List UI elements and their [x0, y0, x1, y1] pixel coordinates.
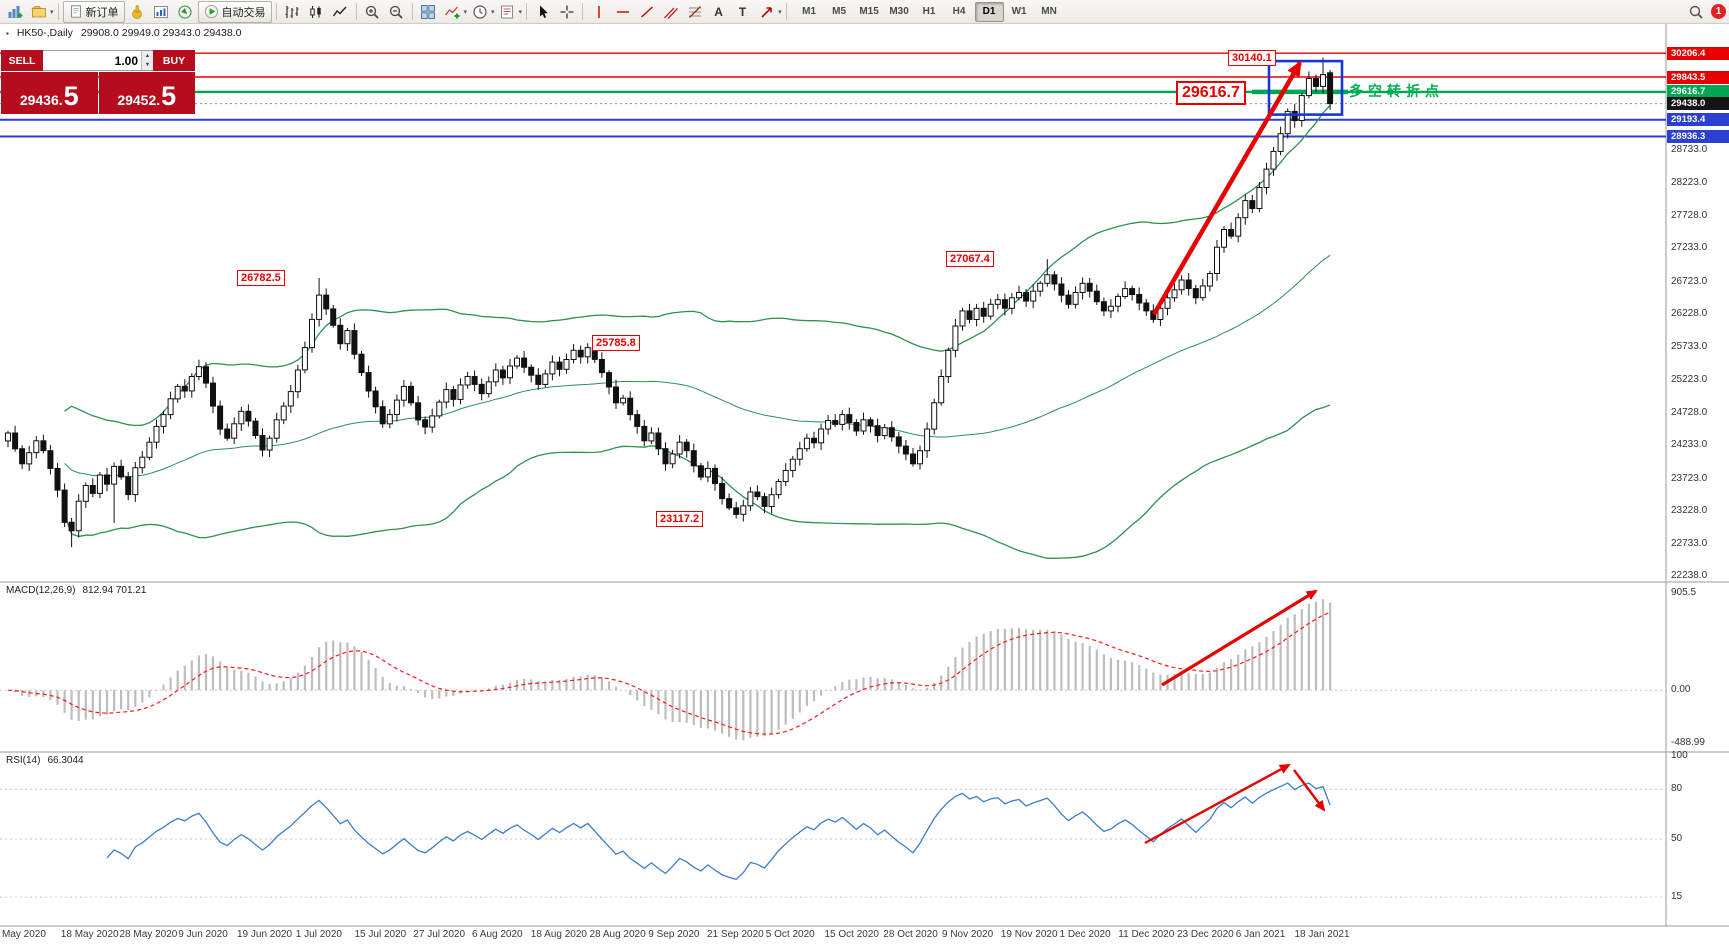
symbol-period: HK50-,Daily: [16, 27, 73, 39]
auto-trading-button[interactable]: 自动交易: [197, 0, 272, 23]
channel-icon[interactable]: [659, 1, 682, 23]
new-chart-icon[interactable]: [3, 1, 26, 23]
fibonacci-icon[interactable]: [683, 1, 706, 23]
price-tag-27067.4[interactable]: 27067.4: [946, 251, 994, 268]
toolbar-separator: [57, 3, 59, 20]
horizontal-line-icon[interactable]: [611, 1, 634, 23]
crosshair-icon[interactable]: [555, 1, 578, 23]
tile-windows-icon[interactable]: [417, 1, 440, 23]
buy-button[interactable]: BUY: [153, 50, 195, 71]
new-order-label: 新订单: [85, 6, 119, 19]
toolbar-separator: [411, 3, 413, 20]
bar-chart-icon[interactable]: [281, 1, 304, 23]
chart-ohlc-header: ▪ HK50-,Daily 29908.0 29949.0 29343.0 29…: [6, 27, 241, 39]
tf-button-m1[interactable]: M1: [802, 6, 817, 17]
auto-trading-play-icon: [204, 4, 218, 19]
market-watch-icon[interactable]: [150, 1, 173, 23]
profiles-caret-icon[interactable]: ▾: [50, 8, 54, 16]
periods-icon[interactable]: [468, 1, 491, 23]
rsi-value: 66.3044: [47, 755, 84, 766]
text-tool-glyph: A: [714, 4, 723, 19]
price-tag-23117.2[interactable]: 23117.2: [656, 510, 704, 527]
buy-price-big: 5: [161, 81, 177, 111]
text-label-tool-icon[interactable]: T: [731, 1, 754, 23]
one-click-trade-panel: SELL ▲ ▼ BUY 29436. 5 29452. 5: [1, 50, 195, 114]
tf-button-m5[interactable]: M5: [832, 6, 847, 17]
macd-indicator-label: MACD(12,26,9) 812.94 701.21: [6, 585, 146, 596]
arrow-tools-icon[interactable]: [755, 1, 778, 23]
toolbar-right-group: 1: [1684, 1, 1726, 23]
toolbar-separator: [582, 3, 584, 20]
templates-icon[interactable]: [496, 1, 519, 23]
sell-price-base: 29436.: [19, 92, 63, 108]
candlestick-chart-icon[interactable]: [305, 1, 328, 23]
price-tag-30140.1[interactable]: 30140.1: [1228, 49, 1276, 66]
vertical-line-icon[interactable]: [587, 1, 610, 23]
zoom-out-icon[interactable]: [385, 1, 408, 23]
tf-button-mn[interactable]: MN: [1041, 6, 1057, 17]
price-tag-26782.5[interactable]: 26782.5: [237, 269, 285, 286]
sell-price-big: 5: [63, 81, 79, 111]
volume-up-button[interactable]: ▲: [142, 51, 153, 61]
hand-pointer-icon[interactable]: [126, 1, 149, 23]
cursor-icon[interactable]: [531, 1, 554, 23]
toolbar-separator: [275, 3, 277, 20]
auto-trading-label: 自动交易: [221, 6, 266, 19]
toolbar-separator: [355, 3, 357, 20]
new-order-button[interactable]: 新订单: [62, 0, 125, 23]
main-toolbar: ▾ 新订单 自动交易: [0, 0, 1729, 24]
price-tag-25785.8[interactable]: 25785.8: [592, 335, 640, 352]
macd-name: MACD(12,26,9): [6, 585, 76, 596]
tf-button-h4[interactable]: H4: [952, 6, 966, 17]
templates-caret-icon[interactable]: ▾: [518, 8, 523, 16]
line-chart-icon[interactable]: [329, 1, 352, 23]
ohlc-values: 29908.0 29949.0 29343.0 29438.0: [80, 27, 242, 39]
turning-point-annotation[interactable]: 多空转折点: [1349, 83, 1444, 99]
toolbar-separator: [785, 3, 787, 20]
notification-badge[interactable]: 1: [1711, 4, 1726, 19]
rsi-name: RSI(14): [6, 755, 41, 766]
toolbar-separator: [526, 3, 528, 20]
macd-values: 812.94 701.21: [82, 585, 147, 596]
buy-price-base: 29452.: [117, 92, 161, 108]
indicators-icon[interactable]: [441, 1, 464, 23]
symbol-marker-icon: ▪: [6, 28, 9, 38]
tf-button-m30[interactable]: M30: [889, 6, 909, 17]
search-icon[interactable]: [1684, 1, 1707, 23]
volume-spinner: ▲ ▼: [141, 51, 153, 70]
volume-input[interactable]: [43, 51, 141, 70]
buy-price-button[interactable]: 29452. 5: [98, 72, 195, 114]
navigator-icon[interactable]: [174, 1, 197, 23]
label-tool-glyph: T: [738, 4, 747, 19]
sell-price-button[interactable]: 29436. 5: [1, 72, 98, 114]
tf-button-d1[interactable]: D1: [974, 1, 1004, 22]
text-tool-icon[interactable]: A: [707, 1, 730, 23]
tf-button-m15[interactable]: M15: [859, 6, 879, 17]
tf-button-h1[interactable]: H1: [922, 6, 936, 17]
indicators-caret-icon[interactable]: ▾: [463, 8, 468, 16]
rsi-indicator-label: RSI(14) 66.3044: [6, 755, 84, 766]
profiles-icon[interactable]: [27, 1, 50, 23]
timeframe-toolbar: M1 M5 M15 M30 H1 H4 D1 W1 MN: [795, 1, 1064, 22]
volume-down-button[interactable]: ▼: [142, 60, 153, 70]
order-doc-icon: [70, 5, 81, 18]
price-tag-29616.7[interactable]: 29616.7: [1176, 80, 1246, 105]
volume-field: ▲ ▼: [43, 50, 153, 71]
periods-caret-icon[interactable]: ▾: [491, 8, 495, 16]
arrow-tools-caret-icon[interactable]: ▾: [778, 8, 782, 16]
trendline-icon[interactable]: [635, 1, 658, 23]
tf-button-w1[interactable]: W1: [1011, 6, 1027, 17]
zoom-in-icon[interactable]: [361, 1, 384, 23]
sell-button[interactable]: SELL: [1, 50, 43, 71]
